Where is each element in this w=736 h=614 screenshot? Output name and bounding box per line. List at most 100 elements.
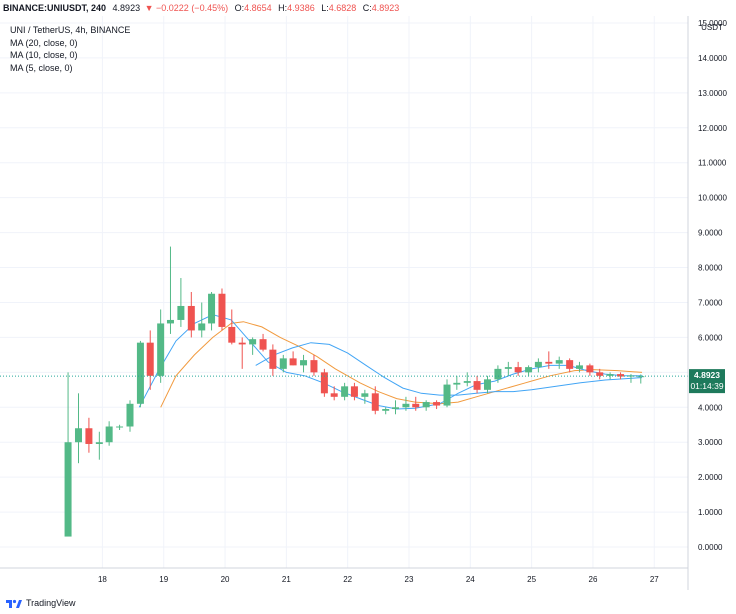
price-tick-label: 3.0000	[698, 438, 723, 447]
price-tick-label: 0.0000	[698, 543, 723, 552]
symbol-header: BINANCE:UNIUSDT, 240 4.8923 ▼ −0.0222 (−…	[0, 0, 736, 16]
low-label: L:	[321, 3, 329, 13]
candle-down	[412, 403, 420, 408]
candle-up	[136, 342, 144, 404]
candle-up	[453, 382, 461, 385]
legend-ma-5[interactable]: MA (5, close, 0)	[10, 62, 73, 73]
candle-up	[382, 409, 390, 411]
legend-ma-10[interactable]: MA (10, close, 0)	[10, 50, 78, 60]
legend-ma-20[interactable]: MA (20, close, 0)	[10, 37, 78, 48]
price-tick-label: 6.0000	[698, 333, 723, 342]
time-tick-label: 21	[282, 575, 291, 584]
candle-down	[228, 326, 236, 343]
candle-down	[269, 349, 277, 369]
candle-down	[433, 402, 441, 406]
candle-up	[422, 402, 430, 408]
high-value: 4.9386	[287, 3, 315, 13]
bar-countdown: 01:14:39	[690, 381, 723, 391]
candle-up	[606, 374, 614, 376]
high-label: H:	[278, 3, 288, 13]
currency-label: USDT	[701, 23, 723, 32]
legend-title[interactable]: UNI / TetherUS, 4h, BINANCE	[10, 25, 131, 35]
time-tick-label: 25	[527, 575, 536, 584]
candle-up	[504, 367, 512, 369]
candle-up	[392, 407, 400, 410]
candle-up	[443, 384, 451, 406]
candle-up	[157, 323, 165, 376]
candle-up	[494, 368, 502, 380]
candle-up	[198, 323, 206, 331]
price-tick-label: 12.0000	[698, 124, 727, 133]
candle-down	[320, 372, 328, 394]
last-price: 4.8923	[112, 3, 141, 13]
price-tick-label: 11.0000	[698, 159, 727, 168]
candle-down	[146, 342, 154, 376]
candle-down	[218, 293, 226, 327]
candle-down	[85, 428, 93, 444]
candle-up	[483, 379, 491, 390]
price-tick-label: 15.0000	[698, 19, 727, 28]
price-tag: 4.8923 01:14:39	[689, 369, 725, 394]
candle-up	[534, 361, 542, 368]
price-tick-label: 2.0000	[698, 473, 723, 482]
low-value: 4.6828	[328, 3, 357, 13]
ma-line	[255, 342, 643, 396]
candle-up	[402, 403, 410, 408]
candle-down	[238, 342, 246, 345]
down-arrow-icon: ▼	[144, 3, 154, 13]
candle-up	[637, 376, 645, 378]
time-axis[interactable]: 18 19 20 21 22 23 24 25 26 27	[98, 575, 659, 584]
grid-lines	[0, 16, 688, 568]
time-tick-label: 24	[466, 575, 475, 584]
candle-down	[289, 358, 297, 366]
candle-down	[187, 305, 195, 331]
close-value: 4.8923	[371, 3, 400, 13]
candle-up	[575, 365, 583, 369]
candle-up	[525, 367, 533, 373]
candle-up	[64, 442, 72, 537]
price-tick-label: 7.0000	[698, 298, 723, 307]
candle-down	[259, 339, 267, 350]
price-tick-label: 14.0000	[698, 54, 727, 63]
price-tag-value: 4.8923	[694, 370, 720, 380]
price-change: −0.0222 (−0.45%)	[156, 3, 229, 13]
price-tick-label: 13.0000	[698, 89, 727, 98]
candle-down	[617, 374, 625, 377]
candle-up	[300, 360, 308, 366]
price-tick-label: 9.0000	[698, 229, 723, 238]
close-label: C:	[362, 3, 372, 13]
time-tick-label: 18	[98, 575, 107, 584]
candle-down	[371, 393, 379, 411]
open-value: 4.8654	[244, 3, 272, 13]
candle-down	[330, 393, 338, 397]
candle-up	[177, 305, 185, 320]
candle-up	[208, 293, 216, 324]
candle-up	[555, 360, 563, 364]
candle-down	[514, 367, 522, 373]
candle-down	[586, 365, 594, 373]
price-tick-label: 8.0000	[698, 264, 723, 273]
time-tick-label: 23	[405, 575, 414, 584]
candle-up	[105, 426, 113, 443]
time-tick-label: 26	[589, 575, 598, 584]
candle-up	[341, 386, 349, 397]
footer: TradingView	[0, 592, 736, 614]
candle-up	[74, 428, 82, 443]
candle-up	[361, 393, 369, 397]
candle-up	[166, 319, 174, 324]
time-tick-label: 20	[221, 575, 230, 584]
chart-legend: UNI / TetherUS, 4h, BINANCE MA (20, clos…	[10, 24, 130, 74]
symbol-title[interactable]: BINANCE:UNIUSDT, 240	[3, 3, 107, 13]
candle-down	[545, 361, 553, 364]
candle-down	[566, 360, 574, 369]
time-tick-label: 19	[159, 575, 168, 584]
candle-up	[249, 339, 257, 345]
time-tick-label: 27	[650, 575, 659, 584]
price-tick-label: 1.0000	[698, 508, 723, 517]
candle-down	[596, 372, 604, 376]
price-axis[interactable]: 15.0000 14.0000 13.0000 12.0000 11.0000 10.00…	[698, 19, 727, 552]
time-tick-label: 22	[343, 575, 352, 584]
candle-down	[310, 360, 318, 373]
tradingview-logo[interactable]: TradingView	[6, 596, 76, 610]
